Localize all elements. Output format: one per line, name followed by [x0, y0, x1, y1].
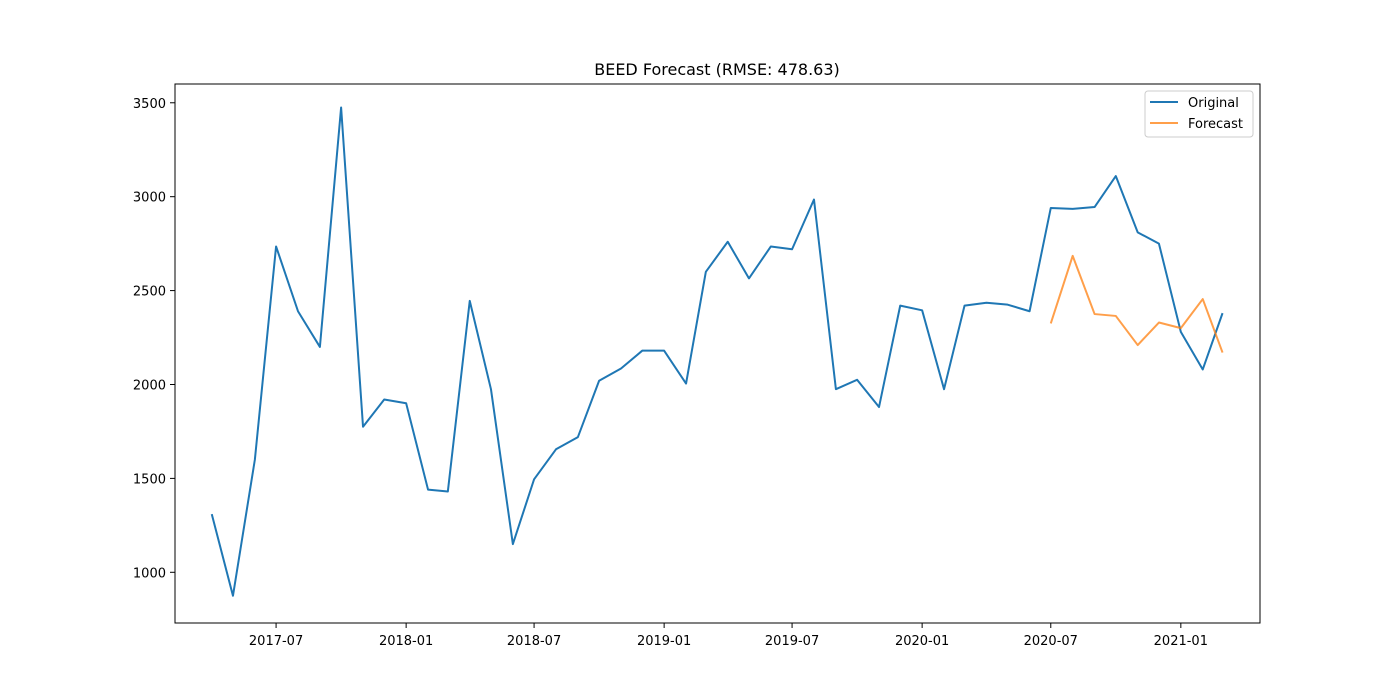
plot-area-frame [174, 83, 1261, 624]
y-axis: 1000 1500 2000 2500 3000 3500 [133, 97, 175, 581]
series-line-forecast [1049, 254, 1224, 353]
y-tick-label: 1500 [133, 472, 166, 487]
legend-label-original: Original [1188, 96, 1239, 111]
x-tick-label: 2019-07 [765, 634, 819, 649]
y-tick-label: 3000 [133, 191, 166, 206]
series-line-original [210, 106, 1224, 597]
legend: Original Forecast [1144, 90, 1254, 138]
y-tick-label: 3500 [133, 97, 166, 112]
chart-title: BEED Forecast (RMSE: 478.63) [594, 60, 840, 79]
x-tick-label: 2021-01 [1154, 634, 1208, 649]
legend-label-forecast: Forecast [1188, 117, 1243, 132]
x-tick-label: 2018-07 [507, 634, 561, 649]
y-tick-label: 1000 [133, 566, 166, 581]
series-layer [210, 106, 1224, 597]
x-tick-label: 2017-07 [249, 634, 303, 649]
x-tick-label: 2020-01 [895, 634, 949, 649]
x-axis: 2017-07 2018-01 2018-07 2019-01 2019-07 2020-… [249, 623, 1208, 649]
x-tick-label: 2018-01 [379, 634, 433, 649]
x-tick-label: 2019-01 [637, 634, 691, 649]
x-tick-label: 2020-07 [1024, 634, 1078, 649]
y-tick-label: 2500 [133, 285, 166, 300]
y-tick-label: 2000 [133, 378, 166, 393]
